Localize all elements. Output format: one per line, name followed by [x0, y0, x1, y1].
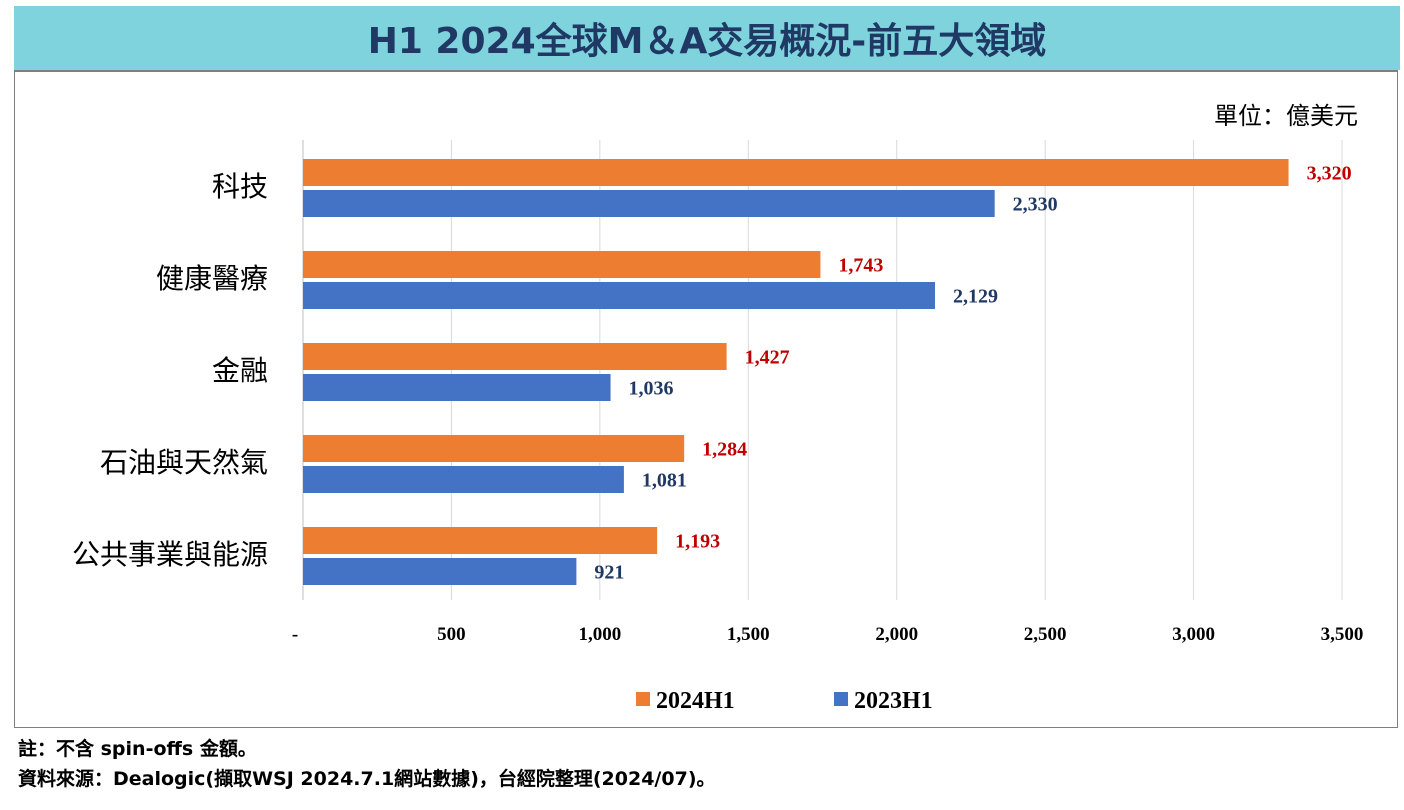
bar-2024H1 [303, 159, 1289, 186]
value-label: 2,330 [1013, 194, 1058, 216]
category-label: 金融 [212, 354, 268, 387]
bar-2024H1 [303, 251, 821, 278]
legend-swatch-2023H1 [834, 692, 848, 706]
x-tick-label: - [292, 624, 298, 645]
value-label: 921 [594, 562, 624, 584]
bar-2024H1 [303, 343, 727, 370]
chart-area [14, 70, 1398, 728]
value-label: 1,743 [838, 255, 883, 277]
value-label: 1,284 [702, 439, 747, 461]
x-tick-label: 2,000 [875, 624, 918, 645]
value-label: 1,036 [629, 378, 674, 400]
x-tick-label: 3,500 [1321, 624, 1364, 645]
category-label: 健康醫療 [156, 262, 268, 295]
x-tick-label: 1,500 [727, 624, 770, 645]
bar-2023H1 [303, 558, 577, 585]
category-label: 石油與天然氣 [100, 446, 268, 479]
legend-label: 2023H1 [854, 688, 933, 714]
bar-2024H1 [303, 435, 685, 462]
legend-label: 2024H1 [656, 688, 735, 714]
footnote-exclusion: 註：不含 spin-offs 金額。 [18, 738, 257, 760]
footnote-source: 資料來源：Dealogic(擷取WSJ 2024.7.1網站數據)，台經院整理(… [18, 768, 716, 790]
value-label: 1,081 [642, 470, 687, 492]
value-label: 2,129 [953, 286, 998, 308]
bar-2023H1 [303, 190, 995, 217]
value-label: 1,427 [745, 347, 790, 369]
x-tick-label: 1,000 [578, 624, 621, 645]
title-band: H1 2024全球M＆A交易概況-前五大領域 [14, 6, 1400, 70]
category-label: 科技 [212, 170, 268, 203]
value-label: 1,193 [675, 531, 720, 553]
x-tick-label: 500 [437, 624, 466, 645]
bar-2023H1 [303, 466, 624, 493]
chart-title: H1 2024全球M＆A交易概況-前五大領域 [367, 21, 1047, 62]
bar-2023H1 [303, 374, 611, 401]
bar-2023H1 [303, 282, 936, 309]
category-label: 公共事業與能源 [72, 538, 268, 571]
value-label: 3,320 [1307, 163, 1352, 185]
x-tick-label: 2,500 [1024, 624, 1067, 645]
bar-2024H1 [303, 527, 658, 554]
legend-swatch-2024H1 [636, 692, 650, 706]
x-tick-label: 3,000 [1172, 624, 1215, 645]
unit-label: 單位：億美元 [1214, 102, 1358, 130]
footnotes: 註：不含 spin-offs 金額。 資料來源：Dealogic(擷取WSJ 2… [18, 734, 716, 794]
